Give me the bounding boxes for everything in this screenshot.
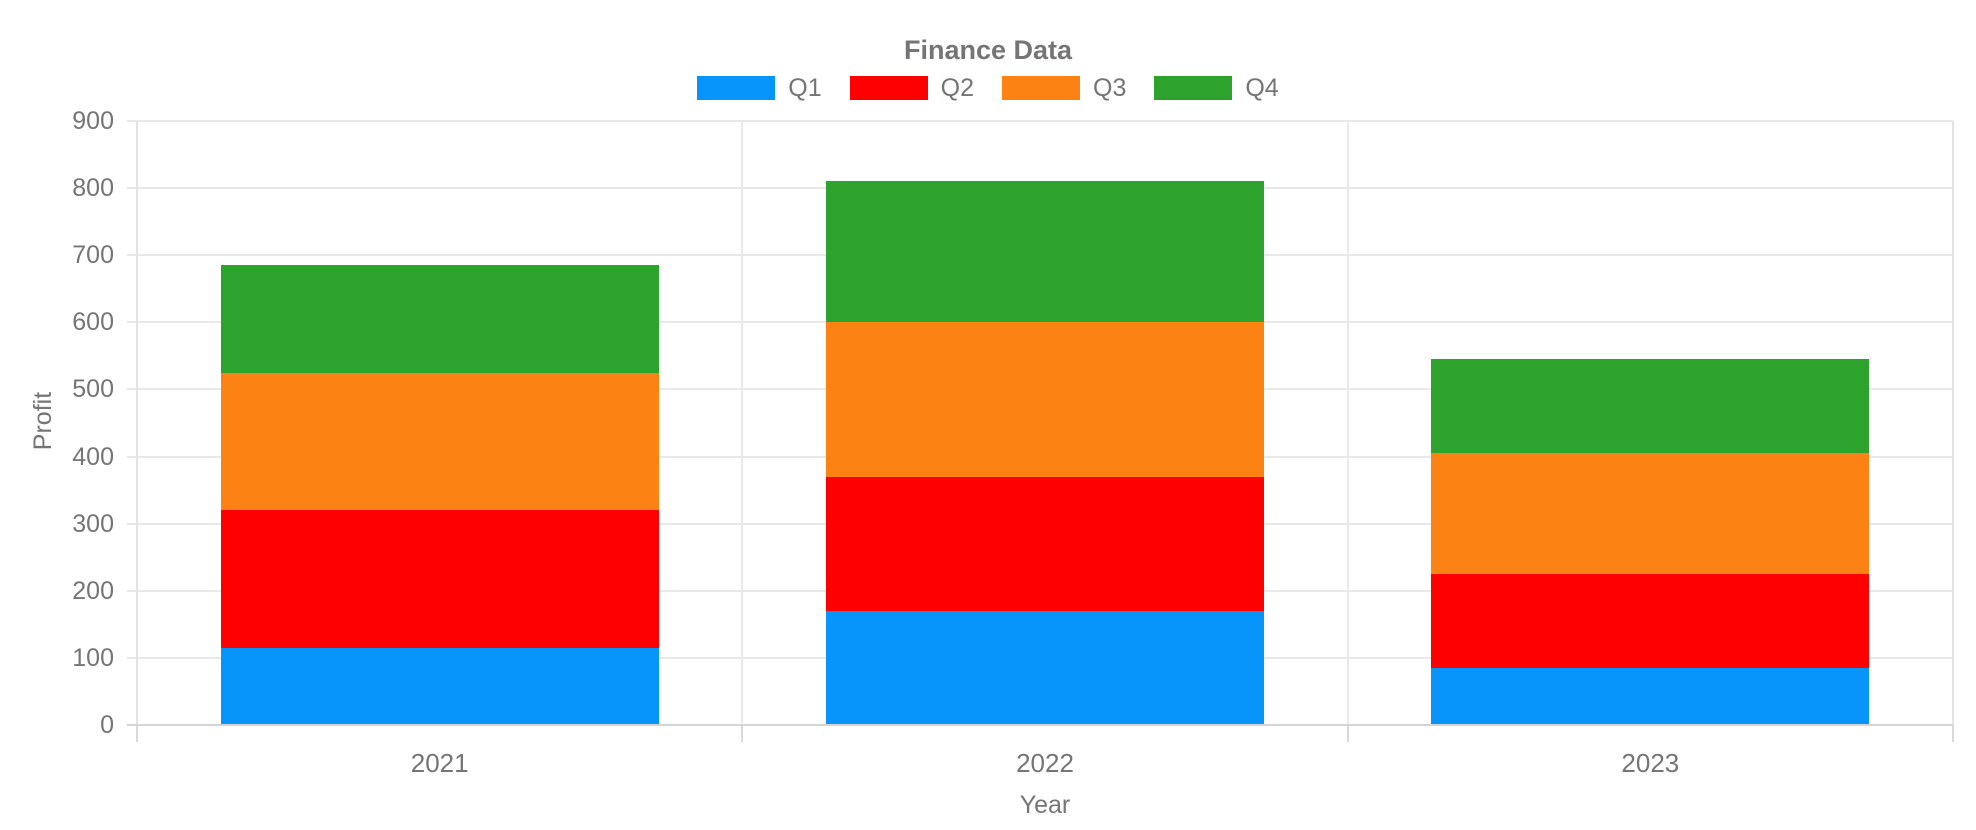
legend-label-q3: Q3 <box>1093 73 1127 102</box>
y-tick-label-100: 100 <box>72 643 114 672</box>
bar-2021 <box>220 121 659 725</box>
y-tick-label-600: 600 <box>72 308 114 337</box>
x-tick-label-2021: 2021 <box>410 748 469 778</box>
x-tick-label-2023: 2023 <box>1621 748 1680 778</box>
bar-segment-2022-q2[interactable] <box>826 476 1264 611</box>
y-tick-label-900: 900 <box>72 107 114 135</box>
category-divider-gridline <box>741 121 744 725</box>
legend-item-q3[interactable]: Q3 <box>1002 74 1126 103</box>
bar-segment-2022-q4[interactable] <box>826 181 1264 323</box>
bar-segment-2023-q4[interactable] <box>1431 359 1870 454</box>
legend: Q1 Q2 Q3 Q4 <box>0 73 1976 103</box>
x-axis-tick <box>1952 725 1954 742</box>
y-tick-label-300: 300 <box>72 509 114 538</box>
bar-segment-2023-q1[interactable] <box>1431 667 1870 725</box>
bar-2023 <box>1431 121 1870 725</box>
chart-title: Finance Data <box>903 35 1073 65</box>
category-divider-gridline <box>1346 121 1349 725</box>
plot-area <box>127 120 1954 742</box>
legend-label-q1: Q1 <box>788 73 822 102</box>
y-tick-label-400: 400 <box>72 442 114 471</box>
bar-segment-2021-q2[interactable] <box>220 510 659 648</box>
y-gridline-900 <box>127 120 1953 122</box>
legend-swatch-q4 <box>1154 76 1233 100</box>
x-axis-tick <box>136 725 138 742</box>
bar-segment-2021-q3[interactable] <box>220 372 659 511</box>
x-axis-tick <box>741 725 744 742</box>
x-tick-label-2022: 2022 <box>1016 748 1074 778</box>
legend-swatch-q2 <box>849 76 928 100</box>
bar-segment-2021-q1[interactable] <box>220 647 659 725</box>
y-tick-label-0: 0 <box>100 711 114 739</box>
bar-segment-2023-q2[interactable] <box>1431 574 1870 668</box>
legend-item-q2[interactable]: Q2 <box>849 73 974 103</box>
y-tick-label-800: 800 <box>72 174 114 203</box>
x-axis-line <box>127 724 1953 726</box>
legend-label-q2: Q2 <box>940 73 974 102</box>
legend-item-q4[interactable]: Q4 <box>1154 73 1279 103</box>
x-axis-title: Year <box>1019 791 1071 819</box>
bar-segment-2023-q3[interactable] <box>1431 453 1870 574</box>
bar-segment-2022-q3[interactable] <box>826 322 1264 477</box>
legend-label-q4: Q4 <box>1245 73 1279 102</box>
bar-segment-2021-q4[interactable] <box>220 265 659 373</box>
legend-swatch-q1 <box>697 76 776 100</box>
bar-2022 <box>826 121 1264 725</box>
legend-item-q1[interactable]: Q1 <box>697 73 822 103</box>
plot-left-border <box>136 121 138 725</box>
bar-segment-2022-q1[interactable] <box>826 610 1264 725</box>
y-tick-label-700: 700 <box>72 241 114 270</box>
y-tick-label-500: 500 <box>72 375 114 404</box>
y-tick-label-200: 200 <box>72 576 114 605</box>
legend-swatch-q3 <box>1002 76 1080 100</box>
plot-right-border <box>1952 121 1954 725</box>
x-axis-tick <box>1346 725 1349 742</box>
